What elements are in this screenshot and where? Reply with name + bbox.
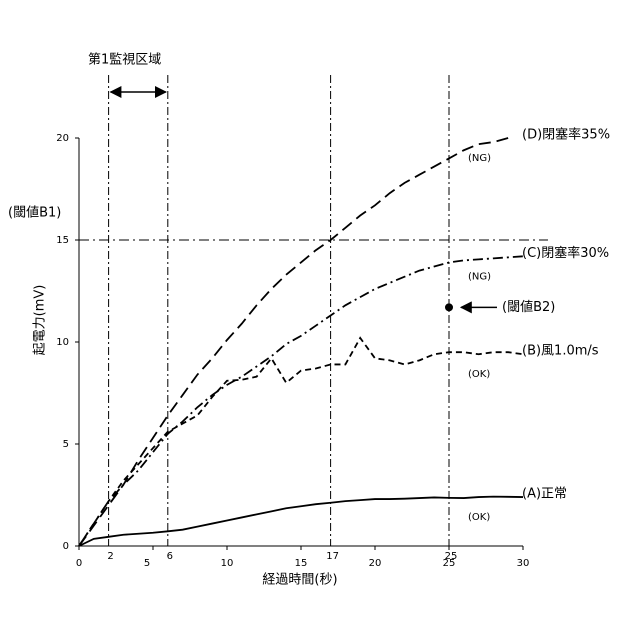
reference-label: 2 xyxy=(107,551,113,562)
x-axis-label: 経過時間(秒) xyxy=(262,573,337,588)
x-tick-label: 10 xyxy=(221,558,234,569)
series-line xyxy=(79,497,523,546)
series-label: (B)風1.0m/s xyxy=(522,344,599,359)
chart: 経過時間(秒) 起電力(mV) 0 5 10 15 20 0 5 10 15 20 25 30 2 6 17… xyxy=(0,0,640,640)
y-tick-label: 0 xyxy=(63,541,69,552)
reference-label: 6 xyxy=(167,551,173,562)
series-label: (C)閉塞率30% xyxy=(522,245,609,261)
reference-label: 25 xyxy=(445,551,458,562)
y-tick-label: 5 xyxy=(63,439,69,450)
y-tick-label: 10 xyxy=(56,337,69,348)
y-tick-label: 20 xyxy=(56,133,69,144)
x-tick-label: 30 xyxy=(517,558,530,569)
region-label: 第1監視区域 xyxy=(88,52,161,68)
series-note: (OK) xyxy=(468,512,490,523)
series-label: (D)閉塞率35% xyxy=(522,127,610,143)
series-label: (A)正常 xyxy=(522,487,567,502)
x-tick-label: 20 xyxy=(369,558,382,569)
threshold-point xyxy=(445,303,453,311)
reference-label: 17 xyxy=(326,551,339,562)
x-tick-label: 5 xyxy=(144,558,150,569)
series-note: (NG) xyxy=(468,153,491,164)
x-tick-label: 0 xyxy=(76,558,82,569)
y-axis-label: 起電力(mV) xyxy=(33,285,48,356)
x-tick-label: 15 xyxy=(295,558,308,569)
series-note: (NG) xyxy=(468,271,491,282)
series-note: (OK) xyxy=(468,369,490,380)
series-line xyxy=(79,256,523,546)
threshold-label: (閾値B1) xyxy=(8,205,61,221)
series-line xyxy=(79,138,508,546)
series-line xyxy=(79,338,523,546)
y-tick-label: 15 xyxy=(56,235,69,246)
threshold-label: (閾値B2) xyxy=(502,299,555,315)
